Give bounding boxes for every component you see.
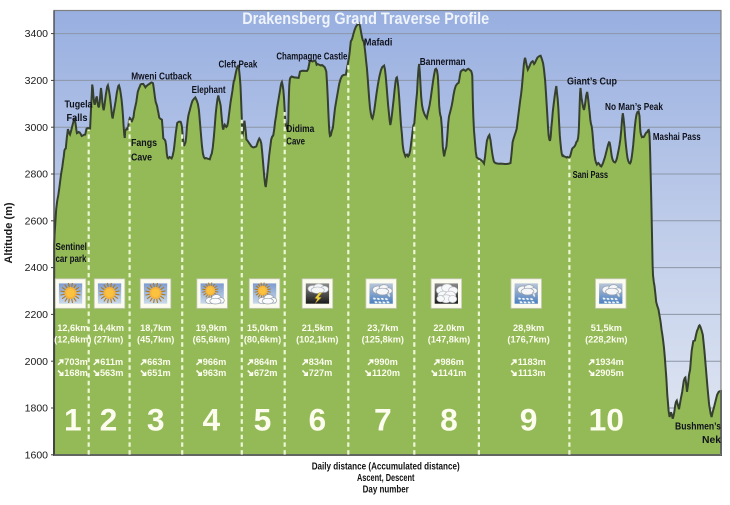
svg-text:4: 4: [202, 401, 220, 437]
svg-text:22.0km: 22.0km: [433, 323, 464, 333]
svg-text:651m: 651m: [147, 368, 171, 378]
svg-text:(80,6km): (80,6km): [244, 334, 281, 344]
svg-text:10: 10: [589, 401, 624, 437]
svg-text:Didima: Didima: [286, 124, 314, 135]
svg-text:Bushmen’s: Bushmen’s: [675, 422, 721, 433]
svg-text:2400: 2400: [25, 262, 49, 274]
svg-text:2800: 2800: [25, 169, 49, 181]
svg-text:(102,1km): (102,1km): [296, 334, 338, 344]
svg-text:(176,7km): (176,7km): [507, 334, 549, 344]
svg-text:1183m: 1183m: [518, 357, 546, 367]
svg-text:1934m: 1934m: [595, 357, 624, 367]
svg-text:3000: 3000: [25, 122, 49, 134]
svg-text:3400: 3400: [25, 28, 49, 40]
svg-text:2905m: 2905m: [595, 368, 624, 378]
svg-text:Day number: Day number: [363, 484, 409, 496]
svg-text:864m: 864m: [254, 357, 278, 367]
svg-text:28,9km: 28,9km: [513, 323, 544, 333]
svg-text:563m: 563m: [100, 368, 124, 378]
svg-text:car park: car park: [56, 254, 87, 265]
svg-text:Falls: Falls: [67, 113, 88, 124]
svg-text:Daily distance (Accumulated di: Daily distance (Accumulated distance): [312, 461, 460, 473]
svg-text:1600: 1600: [25, 449, 49, 461]
svg-text:Giant’s Cup: Giant’s Cup: [567, 77, 617, 88]
svg-text:(12,6km): (12,6km): [54, 334, 91, 344]
svg-text:7: 7: [374, 401, 392, 437]
svg-text:3200: 3200: [25, 75, 49, 87]
svg-text:51,5km: 51,5km: [591, 323, 622, 333]
svg-text:1800: 1800: [25, 403, 49, 415]
svg-text:Mafadi: Mafadi: [364, 38, 392, 49]
svg-text:834m: 834m: [309, 357, 333, 367]
svg-text:(45,7km): (45,7km): [137, 334, 174, 344]
svg-text:1113m: 1113m: [518, 368, 546, 378]
svg-text:5: 5: [254, 401, 272, 437]
svg-text:2200: 2200: [25, 309, 49, 321]
svg-text:9: 9: [520, 401, 538, 437]
svg-text:990m: 990m: [374, 357, 398, 367]
svg-text:(65,6km): (65,6km): [193, 334, 230, 344]
svg-text:Sentinel: Sentinel: [56, 242, 87, 253]
svg-text:672m: 672m: [254, 368, 278, 378]
svg-text:(228,2km): (228,2km): [585, 334, 627, 344]
svg-text:663m: 663m: [147, 357, 171, 367]
svg-text:966m: 966m: [203, 357, 227, 367]
svg-text:(125,8km): (125,8km): [362, 334, 404, 344]
svg-text:Fangs: Fangs: [131, 138, 157, 149]
svg-text:1120m: 1120m: [372, 368, 400, 378]
svg-text:No Man’s Peak: No Man’s Peak: [605, 102, 663, 113]
svg-text:Sani Pass: Sani Pass: [573, 170, 609, 181]
svg-text:611m: 611m: [100, 357, 123, 367]
svg-text:2000: 2000: [25, 356, 49, 368]
svg-text:6: 6: [308, 401, 326, 437]
svg-text:Cave: Cave: [131, 152, 152, 163]
svg-text:Bannerman: Bannerman: [420, 57, 466, 68]
svg-text:1141m: 1141m: [438, 368, 466, 378]
svg-text:Altitude (m): Altitude (m): [3, 202, 15, 263]
svg-text:Ascent, Descent: Ascent, Descent: [357, 472, 415, 484]
svg-text:Mashai Pass: Mashai Pass: [653, 132, 701, 143]
svg-text:2600: 2600: [25, 215, 49, 227]
svg-text:Nek: Nek: [702, 435, 721, 446]
svg-text:Tugela: Tugela: [65, 100, 93, 111]
svg-text:727m: 727m: [309, 368, 333, 378]
svg-text:986m: 986m: [440, 357, 464, 367]
svg-text:Champagne Castle: Champagne Castle: [276, 51, 347, 62]
svg-text:21,5km: 21,5km: [302, 323, 333, 333]
svg-text:Drakensberg Grand Traverse Pro: Drakensberg Grand Traverse Profile: [242, 9, 489, 28]
svg-text:1: 1: [64, 401, 82, 437]
svg-text:23,7km: 23,7km: [367, 323, 398, 333]
svg-text:12,6km: 12,6km: [57, 323, 88, 333]
svg-text:18,7km: 18,7km: [140, 323, 171, 333]
svg-text:168m: 168m: [64, 368, 88, 378]
svg-text:(27km): (27km): [94, 334, 124, 344]
svg-text:703m: 703m: [64, 357, 88, 367]
svg-text:15,0km: 15,0km: [247, 323, 278, 333]
svg-text:19,9km: 19,9km: [196, 323, 227, 333]
svg-text:963m: 963m: [203, 368, 227, 378]
svg-text:Elephant: Elephant: [192, 85, 226, 96]
svg-text:(147,8km): (147,8km): [428, 334, 470, 344]
svg-text:Mweni Cutback: Mweni Cutback: [131, 71, 192, 82]
svg-text:Cave: Cave: [286, 136, 305, 147]
svg-text:3: 3: [147, 401, 165, 437]
svg-text:2: 2: [100, 401, 118, 437]
svg-text:8: 8: [440, 401, 458, 437]
svg-text:Cleft Peak: Cleft Peak: [219, 60, 258, 71]
svg-text:14,4km: 14,4km: [93, 323, 124, 333]
